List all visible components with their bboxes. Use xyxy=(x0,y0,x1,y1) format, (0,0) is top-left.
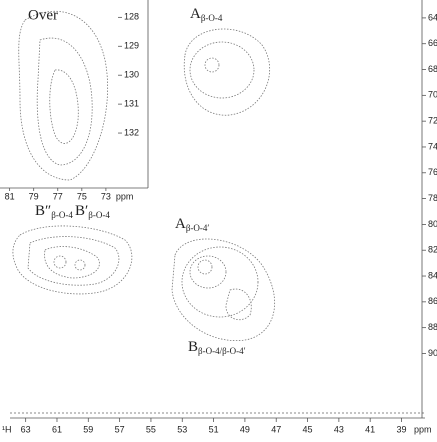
label-main: B xyxy=(188,339,198,355)
x-tick-label: 45 xyxy=(303,424,313,434)
label-sub: β-O-4 xyxy=(88,210,110,220)
x-tick-label: 79 xyxy=(29,191,39,201)
y-tick-label: 84 xyxy=(428,270,437,280)
y-tick-label: 76 xyxy=(428,167,437,177)
x-tick-label: 59 xyxy=(83,424,93,434)
x-tick-label: 55 xyxy=(146,424,156,434)
label-sub: β-O-4/β-O-4′ xyxy=(198,346,246,356)
x-unit: ppm xyxy=(116,191,134,201)
y-tick-label: 64 xyxy=(428,12,437,22)
x-tick-label: 73 xyxy=(101,191,111,201)
x-tick-label: 63 xyxy=(21,424,31,434)
x-tick-label: 47 xyxy=(271,424,281,434)
x-tick-label: 77 xyxy=(53,191,63,201)
y-tick-label: 132 xyxy=(124,127,139,137)
y-tick-label: 90 xyxy=(428,348,437,358)
y-tick-label: 74 xyxy=(428,141,437,151)
peak-label: B″β-O-4 xyxy=(35,203,73,220)
inset-contours xyxy=(18,11,109,181)
y-tick-label: 88 xyxy=(428,322,437,332)
y-tick-label: 128 xyxy=(124,12,139,22)
x-tick-label: 49 xyxy=(240,424,250,434)
x-tick-label: 53 xyxy=(177,424,187,434)
x-tick-label: 61 xyxy=(52,424,62,434)
peak-label: Bβ-O-4/β-O-4′ xyxy=(188,339,246,356)
label-main: B″ xyxy=(35,203,51,219)
b-contours xyxy=(12,225,133,295)
label-main: A xyxy=(190,6,201,22)
peak-label: B′β-O-4 xyxy=(75,203,110,220)
x-tick-label: 57 xyxy=(115,424,125,434)
y-tick-label: 129 xyxy=(124,41,139,51)
y-tick-label: 68 xyxy=(428,64,437,74)
x-tick-label: 41 xyxy=(365,424,375,434)
a-prime-contours xyxy=(171,238,276,342)
y-tick-label: 82 xyxy=(428,245,437,255)
y-tick-label: 86 xyxy=(428,296,437,306)
y-tick-label: 130 xyxy=(124,70,139,80)
y-tick-label: 78 xyxy=(428,193,437,203)
label-sub: β-O-4 xyxy=(51,210,73,220)
y-tick-label: 72 xyxy=(428,116,437,126)
x-unit: ppm xyxy=(414,424,432,434)
label-main: B′ xyxy=(75,203,88,219)
y-tick-label: 70 xyxy=(428,90,437,100)
overlay-label: Over xyxy=(28,7,58,23)
y-tick-label: 80 xyxy=(428,219,437,229)
label-sub: β-O-4 xyxy=(201,13,223,23)
x-tick-label: 51 xyxy=(209,424,219,434)
y-tick-label: 131 xyxy=(124,98,139,108)
y-tick-label: 66 xyxy=(428,38,437,48)
x-tick-label: 81 xyxy=(5,191,15,201)
a-contours xyxy=(183,28,271,116)
label-main: A xyxy=(175,216,186,232)
x-tick-label: 43 xyxy=(334,424,344,434)
x-tick-label: 75 xyxy=(77,191,87,201)
peak-label: Aβ-O-4 xyxy=(190,6,223,23)
label-sub: β-O-4′ xyxy=(186,223,210,233)
peak-label: Aβ-O-4′ xyxy=(175,216,209,233)
x-label: ¹H xyxy=(2,424,12,434)
x-tick-label: 39 xyxy=(397,424,407,434)
